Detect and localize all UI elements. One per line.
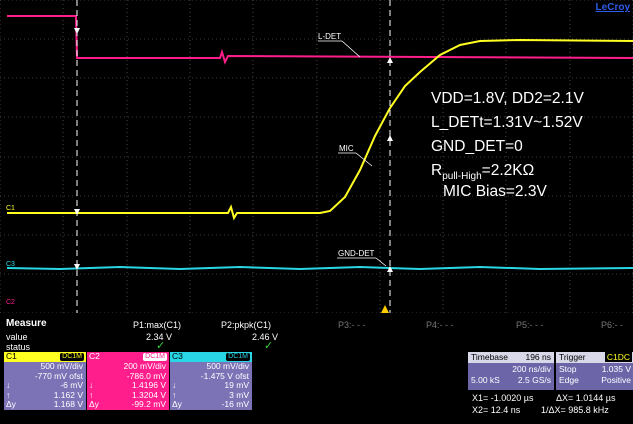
c1-trace-mic bbox=[7, 38, 633, 221]
param-p6-name[interactable]: P6:- - bbox=[601, 320, 624, 330]
timebase-label: Timebase bbox=[471, 352, 509, 362]
delta-y-label: Δy bbox=[172, 399, 182, 410]
measure-row-value: value bbox=[6, 332, 28, 342]
waveform-grid[interactable]: L-DET MIC GND-DET C1 C3 C2 LeCroy VDD=1.… bbox=[0, 0, 633, 313]
channel-c3-descriptor[interactable]: C3 DC1M 500 mV/div -1.475 V ofst ↓ 19 mV ↑… bbox=[170, 351, 252, 422]
coupling-badge: DC1M bbox=[226, 353, 250, 361]
param-p4-name[interactable]: P4:- - - bbox=[426, 320, 454, 330]
param-p1-name[interactable]: P1:max(C1) bbox=[133, 320, 182, 330]
channel-name: C1 bbox=[6, 351, 17, 361]
gnd-det-label: GND-DET bbox=[338, 249, 375, 258]
measure-title[interactable]: Measure bbox=[6, 318, 47, 329]
annotation-mic-bias: MIC Bias=2.3V bbox=[443, 183, 547, 200]
annotation-gnd-det: GND_DET=0 bbox=[431, 138, 523, 155]
param-p2-name[interactable]: P2:pkpk(C1) bbox=[221, 320, 272, 330]
c2-trace-l-det bbox=[7, 15, 633, 65]
delta-y-value: 1.168 V bbox=[53, 399, 83, 410]
cursor-arrow-icon bbox=[387, 57, 393, 63]
c3-trace-gnd-det bbox=[6, 265, 633, 271]
coupling-badge: DC1M bbox=[143, 353, 167, 361]
channel-c2-descriptor[interactable]: C2 DC1M 200 mV/div -786.0 mV ↓ 1.4196 V ↑ 1… bbox=[87, 351, 169, 422]
cursor-up-label: ↑ bbox=[89, 389, 94, 400]
offset-value: -770 mV ofst bbox=[34, 370, 83, 381]
trigger-level: 1.035 V bbox=[601, 364, 631, 374]
cursor-arrow-icon bbox=[74, 28, 80, 34]
timebase-delay: 196 ns bbox=[525, 352, 551, 362]
delta-y-label: Δy bbox=[6, 399, 16, 410]
cursor-down-label: ↓ bbox=[172, 380, 177, 391]
cursor-up-label: ↑ bbox=[6, 389, 11, 400]
cursor-x2-readout: X2= 12.4 ns bbox=[472, 405, 521, 415]
trigger-channel-badge: C1DC bbox=[604, 352, 632, 362]
cursor-down-label: ↓ bbox=[89, 380, 94, 391]
param-p2-value: 2.46 V bbox=[252, 332, 279, 342]
cursor-inverse-dx-readout: 1/ΔX= 985.8 kHz bbox=[541, 405, 609, 415]
channel-name: C3 bbox=[172, 351, 183, 361]
param-p5-name[interactable]: P5:- - - bbox=[516, 320, 544, 330]
trigger-descriptor[interactable]: Trigger C1DC Stop 1.035 V Edge Positive bbox=[556, 352, 633, 390]
annotation-vdd: VDD=1.8V, DD2=2.1V bbox=[431, 90, 584, 107]
mic-label: MIC bbox=[339, 144, 354, 153]
cursor-arrow-icon bbox=[74, 209, 80, 215]
timebase-descriptor[interactable]: Timebase 196 ns 200 ns/div 5.00 kS 2.5 G… bbox=[468, 352, 554, 390]
cursor-dx-readout: ΔX= 1.0144 µs bbox=[556, 393, 616, 403]
volts-per-div: 200 mV/div bbox=[123, 361, 166, 371]
delta-y-value: -99.2 mV bbox=[131, 399, 167, 410]
param-p1-status-icon: ✓ bbox=[156, 340, 166, 352]
cursor-arrow-icon bbox=[74, 264, 80, 270]
cursor-down-value: 1.4196 V bbox=[131, 380, 166, 391]
cursor-up-value: 1.3204 V bbox=[131, 389, 166, 400]
cursor-up-value: 1.162 V bbox=[53, 389, 83, 400]
cursor-down-label: ↓ bbox=[6, 380, 11, 391]
measure-row-status: status bbox=[6, 342, 31, 352]
cursor-arrow-icon bbox=[387, 135, 393, 141]
time-per-div: 200 ns/div bbox=[512, 364, 551, 374]
trigger-slope: Positive bbox=[601, 375, 631, 385]
channel-name: C2 bbox=[89, 351, 100, 361]
trigger-mode: Stop bbox=[559, 364, 577, 374]
c1-ground-marker[interactable]: C1 bbox=[6, 205, 15, 212]
offset-value: -1.475 V ofst bbox=[200, 370, 249, 381]
annotation-pullup: Rpull-High=2.2KΩ bbox=[431, 162, 534, 182]
offset-value: -786.0 mV bbox=[126, 370, 166, 381]
cursor-arrow-icon bbox=[387, 266, 393, 272]
c2-ground-marker[interactable]: C2 bbox=[6, 299, 15, 306]
cursor-x1-readout: X1= -1.0020 µs bbox=[472, 393, 534, 403]
cursor-up-value: 3 mV bbox=[229, 389, 249, 400]
conditions-annotation: VDD=1.8V, DD2=2.1V L_DETt=1.31V~1.52V GN… bbox=[431, 90, 584, 200]
annotation-l-det: L_DETt=1.31V~1.52V bbox=[431, 114, 583, 131]
l-det-label: L-DET bbox=[318, 32, 341, 41]
brand-logo: LeCroy bbox=[596, 2, 631, 13]
trigger-position-marker-icon bbox=[381, 305, 389, 313]
volts-per-div: 500 mV/div bbox=[40, 361, 83, 371]
volts-per-div: 500 mV/div bbox=[206, 361, 249, 371]
param-p3-name[interactable]: P3:- - - bbox=[338, 320, 366, 330]
coupling-badge: DC1M bbox=[60, 353, 84, 361]
delta-y-value: -16 mV bbox=[221, 399, 249, 410]
channel-c1-descriptor[interactable]: C1 DC1M 500 mV/div -770 mV ofst ↓ -6 mV ↑ 1… bbox=[4, 351, 86, 422]
trigger-label: Trigger bbox=[559, 352, 586, 362]
c3-ground-marker[interactable]: C3 bbox=[6, 261, 15, 268]
sample-count: 5.00 kS bbox=[471, 375, 500, 385]
cursor-up-label: ↑ bbox=[172, 389, 177, 400]
param-p1-value: 2.34 V bbox=[146, 332, 173, 342]
cursor-down-value: 19 mV bbox=[224, 380, 249, 391]
delta-y-label: Δy bbox=[89, 399, 99, 410]
cursor-down-value: -6 mV bbox=[60, 380, 83, 391]
trigger-type: Edge bbox=[559, 375, 579, 385]
sample-rate: 2.5 GS/s bbox=[517, 375, 551, 385]
param-p2-status-icon: ✓ bbox=[264, 340, 274, 352]
